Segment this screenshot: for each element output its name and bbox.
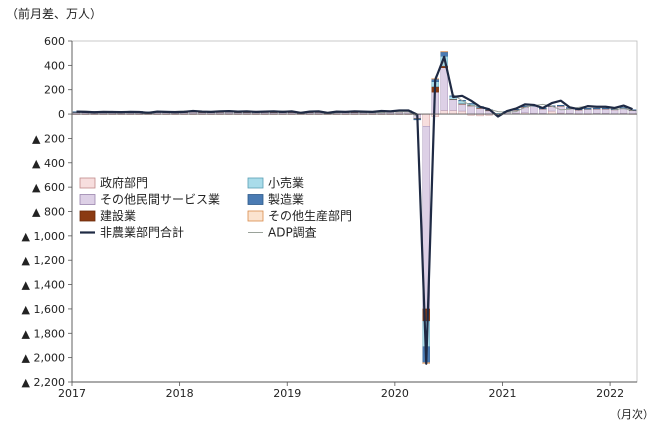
- y-tick-label: ▲ 800: [32, 206, 65, 219]
- bar-s0-m42: [449, 110, 457, 115]
- y-tick-label: 400: [44, 59, 65, 72]
- legend-label: 建設業: [100, 208, 136, 223]
- line-layer: [76, 55, 633, 365]
- y-tick-label: ▲ 1,200: [22, 254, 65, 267]
- bar-s4-m41: [440, 51, 448, 57]
- x-tick-label: 2021: [488, 387, 516, 400]
- x-unit-label: （月次）: [610, 407, 654, 421]
- legend-label: その他民間サービス業: [100, 193, 220, 207]
- bar-s1-m59: [601, 108, 610, 114]
- legend-label: 製造業: [268, 193, 304, 207]
- legend-label: 小売業: [268, 175, 304, 190]
- bar-s5-m41: [440, 51, 448, 53]
- y-tick-label: ▲ 1,800: [22, 327, 65, 340]
- legend-label: ADP調査: [268, 226, 317, 240]
- bar-s1-m52: [539, 108, 547, 114]
- legend-swatch: [247, 194, 264, 205]
- x-tick-label: 2022: [596, 387, 624, 400]
- bar-s4-m58: [592, 107, 601, 109]
- axis-layer: 600 400 200 0 ▲ 200 ▲ 400 ▲ 600 ▲ 800 ▲ 1,000 ▲ 1…: [22, 35, 637, 400]
- bar-s1-m45: [476, 107, 484, 115]
- y-tick-label: ▲ 1,600: [22, 303, 65, 316]
- y-tick-label: 200: [44, 84, 65, 97]
- y-tick-label: 600: [44, 35, 65, 48]
- y-tick-label: ▲ 200: [32, 132, 65, 145]
- bar-s1-m51: [530, 105, 538, 114]
- legend-label: 政府部門: [100, 175, 148, 190]
- legend-swatch: [79, 177, 96, 189]
- bar-s1-m58: [592, 108, 601, 114]
- y-tick-label: ▲ 2,000: [22, 352, 65, 365]
- legend-swatch: [79, 210, 96, 222]
- x-tick-label: 2020: [381, 387, 409, 400]
- y-tick-label: ▲ 600: [32, 181, 65, 194]
- bar-s1-m57: [583, 108, 592, 115]
- bar-s1-m43: [458, 103, 466, 112]
- bar-s0-m41: [440, 110, 448, 115]
- plot-frame: [71, 40, 638, 383]
- x-tick-label: 2019: [273, 387, 301, 400]
- bar-s1-m41: [440, 67, 448, 111]
- y-unit-label: （前月差、万人）: [6, 6, 102, 21]
- line-series-0: [76, 55, 633, 365]
- bar-s1-m44: [467, 105, 475, 115]
- plot-area: [71, 40, 638, 383]
- x-tick-label: 2017: [58, 387, 86, 400]
- legend-swatch: [247, 210, 264, 222]
- bar-s0-m39: [422, 113, 430, 127]
- y-tick-label: ▲ 2,200: [22, 376, 65, 389]
- bar-s0-m43: [458, 110, 466, 115]
- legend-swatch: [247, 177, 264, 189]
- bar-s4-m59: [601, 107, 610, 109]
- bar-s4-m54: [557, 104, 565, 106]
- y-tick-label: ▲ 1,000: [22, 230, 65, 243]
- legend-label: その他生産部門: [268, 208, 352, 223]
- y-tick-label: ▲ 400: [32, 157, 65, 170]
- y-tick-label: 0: [58, 108, 65, 121]
- x-tick-label: 2018: [166, 387, 194, 400]
- legend-label: 非農業部門合計: [100, 225, 184, 240]
- bar-s4-m57: [583, 108, 592, 110]
- bar-s0-m53: [548, 110, 556, 115]
- legend-swatch: [79, 194, 96, 205]
- y-tick-label: ▲ 1,400: [22, 279, 65, 292]
- bar-s1-m42: [449, 99, 457, 111]
